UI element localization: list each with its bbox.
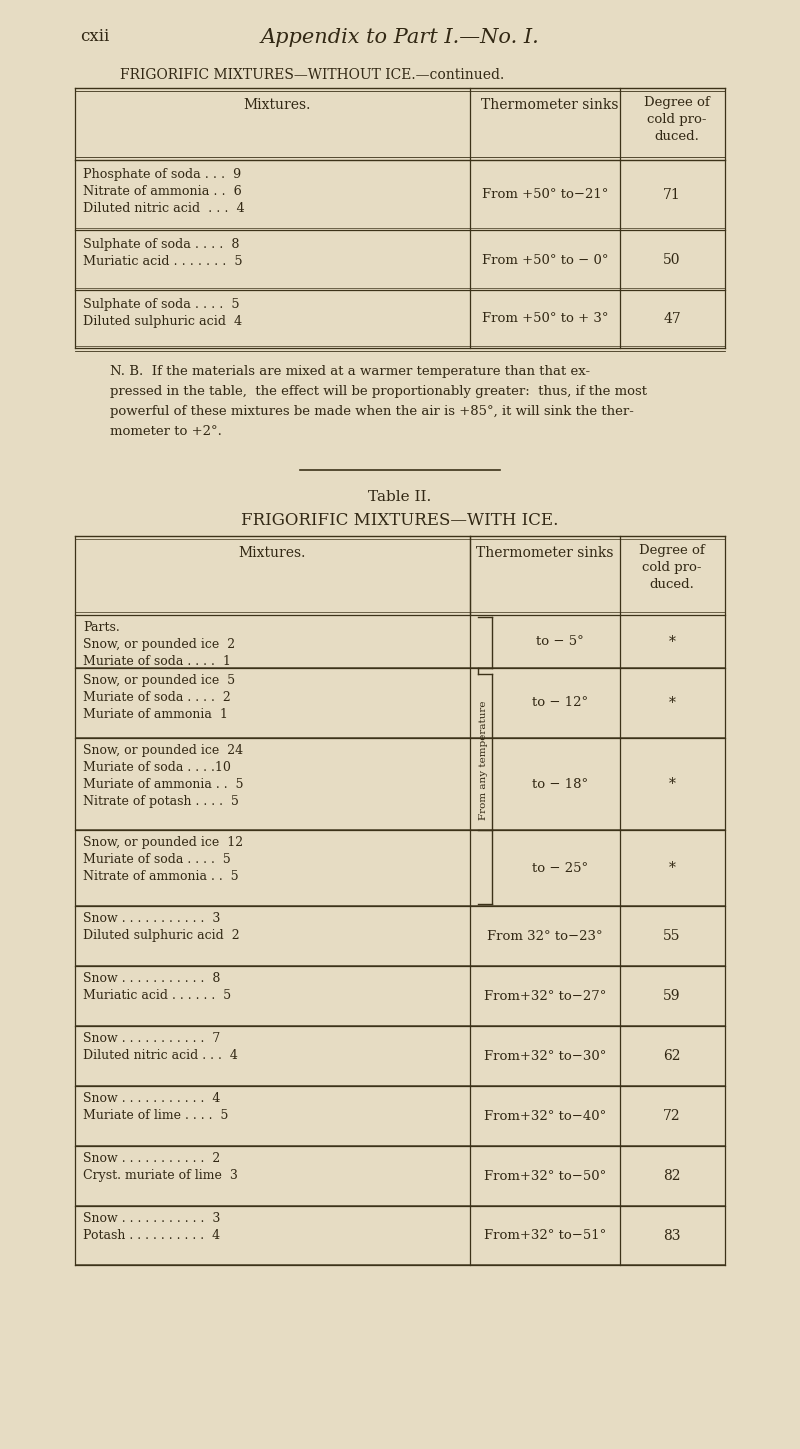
Text: From+32° to−40°: From+32° to−40° <box>484 1110 606 1123</box>
Text: to − 18°: to − 18° <box>532 778 588 791</box>
Text: From+32° to−51°: From+32° to−51° <box>484 1229 606 1242</box>
Text: From any temperature: From any temperature <box>479 701 489 820</box>
Text: 47: 47 <box>663 312 681 326</box>
Text: From +50° to + 3°: From +50° to + 3° <box>482 313 608 326</box>
Text: 62: 62 <box>663 1049 681 1064</box>
Text: Degree of
cold pro-
duced.: Degree of cold pro- duced. <box>644 96 710 143</box>
Text: *: * <box>669 777 675 791</box>
Text: Muriatic acid . . . . . .  5: Muriatic acid . . . . . . 5 <box>83 990 231 1003</box>
Text: Snow, or pounded ice  5: Snow, or pounded ice 5 <box>83 674 235 687</box>
Text: FRIGORIFIC MIXTURES—WITH ICE.: FRIGORIFIC MIXTURES—WITH ICE. <box>242 511 558 529</box>
Text: Muriate of soda . . . .  5: Muriate of soda . . . . 5 <box>83 853 230 867</box>
Text: 71: 71 <box>663 188 681 201</box>
Text: Degree of
cold pro-
duced.: Degree of cold pro- duced. <box>639 543 705 591</box>
Text: 72: 72 <box>663 1108 681 1123</box>
Text: Snow, or pounded ice  24: Snow, or pounded ice 24 <box>83 743 243 756</box>
Text: Nitrate of potash . . . .  5: Nitrate of potash . . . . 5 <box>83 796 239 809</box>
Text: From +50° to − 0°: From +50° to − 0° <box>482 254 608 267</box>
Text: Parts.: Parts. <box>83 622 120 635</box>
Text: *: * <box>669 696 675 710</box>
Text: to − 25°: to − 25° <box>532 862 588 875</box>
Text: 59: 59 <box>663 990 681 1003</box>
Text: From +50° to−21°: From +50° to−21° <box>482 188 608 201</box>
Text: Muriate of soda . . . .10: Muriate of soda . . . .10 <box>83 761 231 774</box>
Text: Nitrate of ammonia . .  6: Nitrate of ammonia . . 6 <box>83 185 242 199</box>
Text: Potash . . . . . . . . . .  4: Potash . . . . . . . . . . 4 <box>83 1229 220 1242</box>
Text: Snow . . . . . . . . . . .  3: Snow . . . . . . . . . . . 3 <box>83 1211 220 1224</box>
Text: Thermometer sinks: Thermometer sinks <box>482 99 618 112</box>
Text: Sulphate of soda . . . .  8: Sulphate of soda . . . . 8 <box>83 238 239 251</box>
Text: From+32° to−30°: From+32° to−30° <box>484 1049 606 1062</box>
Text: Sulphate of soda . . . .  5: Sulphate of soda . . . . 5 <box>83 298 240 312</box>
Text: Snow, or pounded ice  12: Snow, or pounded ice 12 <box>83 836 243 849</box>
Text: Cryst. muriate of lime  3: Cryst. muriate of lime 3 <box>83 1169 238 1182</box>
Text: 55: 55 <box>663 929 681 943</box>
Text: Diluted sulphuric acid  4: Diluted sulphuric acid 4 <box>83 314 242 327</box>
Text: Muriate of lime . . . .  5: Muriate of lime . . . . 5 <box>83 1108 228 1122</box>
Text: Snow . . . . . . . . . . .  2: Snow . . . . . . . . . . . 2 <box>83 1152 220 1165</box>
Text: 82: 82 <box>663 1169 681 1182</box>
Text: to − 5°: to − 5° <box>536 635 584 648</box>
Text: *: * <box>669 861 675 875</box>
Text: FRIGORIFIC MIXTURES—WITHOUT ICE.—continued.: FRIGORIFIC MIXTURES—WITHOUT ICE.—continu… <box>120 68 504 83</box>
Text: Table II.: Table II. <box>368 490 432 504</box>
Text: Phosphate of soda . . .  9: Phosphate of soda . . . 9 <box>83 168 242 181</box>
Text: Nitrate of ammonia . .  5: Nitrate of ammonia . . 5 <box>83 869 238 882</box>
Text: 50: 50 <box>663 254 681 267</box>
Text: mometer to +2°.: mometer to +2°. <box>110 425 222 438</box>
Text: From+32° to−50°: From+32° to−50° <box>484 1169 606 1182</box>
Text: Muriate of soda . . . .  2: Muriate of soda . . . . 2 <box>83 691 230 704</box>
Text: Thermometer sinks: Thermometer sinks <box>476 546 614 559</box>
Text: Muriatic acid . . . . . . .  5: Muriatic acid . . . . . . . 5 <box>83 255 242 268</box>
Text: Muriate of soda . . . .  1: Muriate of soda . . . . 1 <box>83 655 231 668</box>
Text: From+32° to−27°: From+32° to−27° <box>484 990 606 1003</box>
Text: Diluted nitric acid . . .  4: Diluted nitric acid . . . 4 <box>83 1049 238 1062</box>
Text: Mixtures.: Mixtures. <box>238 546 306 559</box>
Text: Snow . . . . . . . . . . .  4: Snow . . . . . . . . . . . 4 <box>83 1093 220 1106</box>
Text: Snow . . . . . . . . . . .  8: Snow . . . . . . . . . . . 8 <box>83 972 220 985</box>
Text: Diluted sulphuric acid  2: Diluted sulphuric acid 2 <box>83 929 240 942</box>
Text: pressed in the table,  the effect will be proportionably greater:  thus, if the : pressed in the table, the effect will be… <box>110 385 647 398</box>
Text: Diluted nitric acid  . . .  4: Diluted nitric acid . . . 4 <box>83 201 245 214</box>
Text: Snow, or pounded ice  2: Snow, or pounded ice 2 <box>83 638 235 651</box>
Text: From 32° to−23°: From 32° to−23° <box>487 929 603 942</box>
Text: Snow . . . . . . . . . . .  7: Snow . . . . . . . . . . . 7 <box>83 1032 220 1045</box>
Text: N. B.  If the materials are mixed at a warmer temperature than that ex-: N. B. If the materials are mixed at a wa… <box>110 365 590 378</box>
Text: Appendix to Part I.—No. I.: Appendix to Part I.—No. I. <box>261 28 539 46</box>
Text: Mixtures.: Mixtures. <box>243 99 310 112</box>
Text: cxii: cxii <box>80 28 110 45</box>
Text: Snow . . . . . . . . . . .  3: Snow . . . . . . . . . . . 3 <box>83 911 220 924</box>
Text: Muriate of ammonia . .  5: Muriate of ammonia . . 5 <box>83 778 243 791</box>
Text: to − 12°: to − 12° <box>532 697 588 710</box>
Text: powerful of these mixtures be made when the air is +85°, it will sink the ther-: powerful of these mixtures be made when … <box>110 406 634 417</box>
Text: 83: 83 <box>663 1229 681 1242</box>
Text: Muriate of ammonia  1: Muriate of ammonia 1 <box>83 709 228 722</box>
Text: *: * <box>669 635 675 649</box>
